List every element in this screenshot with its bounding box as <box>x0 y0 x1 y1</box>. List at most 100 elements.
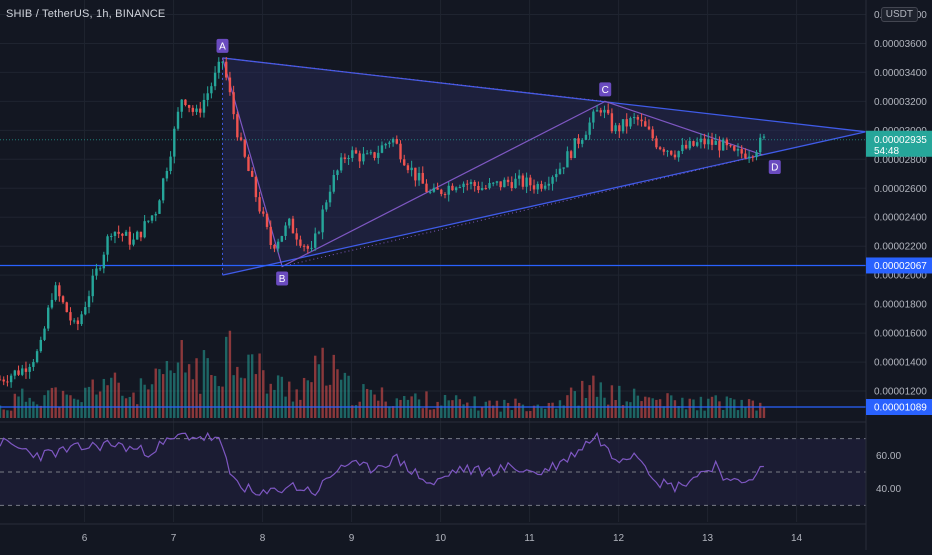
volume-bar <box>117 382 120 418</box>
volume-bar <box>65 394 68 418</box>
volume-bar <box>28 397 31 418</box>
candle-body <box>540 183 543 189</box>
volume-bar <box>365 388 369 418</box>
time-axis[interactable]: 6 7 8 9 10 11 12 13 14 <box>82 533 803 544</box>
volume-bar <box>6 410 9 418</box>
volume-bar <box>2 409 5 418</box>
price-tick-label: 0.00001800 <box>874 300 927 311</box>
candle-body <box>210 86 213 94</box>
candle-body <box>143 221 146 238</box>
rsi-tick-label: 40.00 <box>876 484 901 495</box>
abcd-path <box>221 57 763 268</box>
volume-bar <box>651 398 654 418</box>
volume-bar <box>436 401 439 418</box>
volume-bar <box>484 401 488 418</box>
volume-bar <box>740 399 743 418</box>
price-tick-label: 0.00002400 <box>874 213 927 224</box>
volume-bar <box>417 399 421 418</box>
candle-body <box>655 138 658 148</box>
volume-bar <box>80 402 83 418</box>
volume-bar <box>640 401 643 418</box>
volume-bar <box>306 380 310 418</box>
candle-body <box>228 77 232 93</box>
price-tick-label: 0.00002600 <box>874 184 927 195</box>
volume-bar <box>165 360 169 418</box>
volume-bar <box>206 358 209 418</box>
candle-body <box>492 182 495 184</box>
volume-bar <box>0 405 2 418</box>
currency-badge[interactable]: USDT <box>880 7 918 22</box>
support-line[interactable] <box>0 139 866 267</box>
candle-body <box>440 189 443 194</box>
volume-bar <box>328 384 332 418</box>
volume-bar <box>195 358 198 418</box>
volume-bar <box>492 405 495 418</box>
candle-body <box>102 254 106 269</box>
rsi-tick-label: 60.00 <box>876 451 901 462</box>
volume-bar <box>95 394 98 418</box>
candle-body <box>91 275 94 297</box>
triangle-pattern[interactable] <box>221 57 867 276</box>
candle-body <box>47 307 50 329</box>
volume-bar <box>762 407 766 418</box>
candle-body <box>158 200 161 214</box>
candle-body <box>599 110 602 113</box>
candle-body <box>629 118 632 127</box>
pattern-point-labels: A B C D <box>216 38 781 286</box>
volume-bar <box>558 400 562 418</box>
candle-body <box>740 149 743 154</box>
volume-bar <box>317 364 321 418</box>
support-price-value: 0.00002067 <box>874 261 927 272</box>
candle-body <box>592 111 595 123</box>
candle-body <box>269 226 272 245</box>
volume-bar <box>521 404 525 418</box>
volume-bar <box>658 399 662 418</box>
candle-body <box>688 141 691 149</box>
candle-body <box>403 159 406 166</box>
candle-body <box>154 213 157 216</box>
candle-body <box>358 153 361 162</box>
volume-bar <box>729 397 732 418</box>
volume-bar <box>202 350 206 418</box>
volume-bar <box>584 397 588 418</box>
candle-body <box>451 185 454 191</box>
candle-body <box>317 232 321 234</box>
volume-bar <box>759 402 762 418</box>
candle-body <box>595 110 599 112</box>
volume-bar <box>655 399 658 418</box>
price-tick-label: 0.00001200 <box>874 387 927 398</box>
candle-body <box>618 125 621 132</box>
volume-bar <box>747 399 751 418</box>
candle-body <box>58 285 61 297</box>
volume-bar <box>673 400 677 418</box>
grid <box>0 0 866 522</box>
candle-body <box>21 368 24 375</box>
volume-bar <box>180 340 183 418</box>
price-axis[interactable]: 0.000038000.000036000.000034000.00003200… <box>865 0 932 550</box>
candle-body <box>488 183 491 189</box>
volume-bar <box>232 375 235 418</box>
volume-bar <box>647 397 651 418</box>
candle-body <box>195 108 198 112</box>
candle-body <box>443 193 447 195</box>
candle-body <box>213 72 217 87</box>
volume-bar <box>718 401 721 418</box>
candle-body <box>577 138 580 144</box>
volume-bar <box>299 399 302 418</box>
candle-body <box>510 182 513 189</box>
volume-bar <box>514 398 517 418</box>
candle-body <box>221 61 224 63</box>
candle-body <box>325 202 328 210</box>
candle-body <box>258 197 261 212</box>
volume-bar <box>603 397 606 418</box>
candle-body <box>339 157 343 171</box>
volume-bar <box>540 407 543 418</box>
candle-body <box>414 167 417 181</box>
volume-bar <box>503 399 506 418</box>
volume-bar <box>592 375 595 418</box>
candle-body <box>681 144 684 152</box>
volume-bar <box>250 354 254 418</box>
time-tick-label: 12 <box>613 533 625 544</box>
